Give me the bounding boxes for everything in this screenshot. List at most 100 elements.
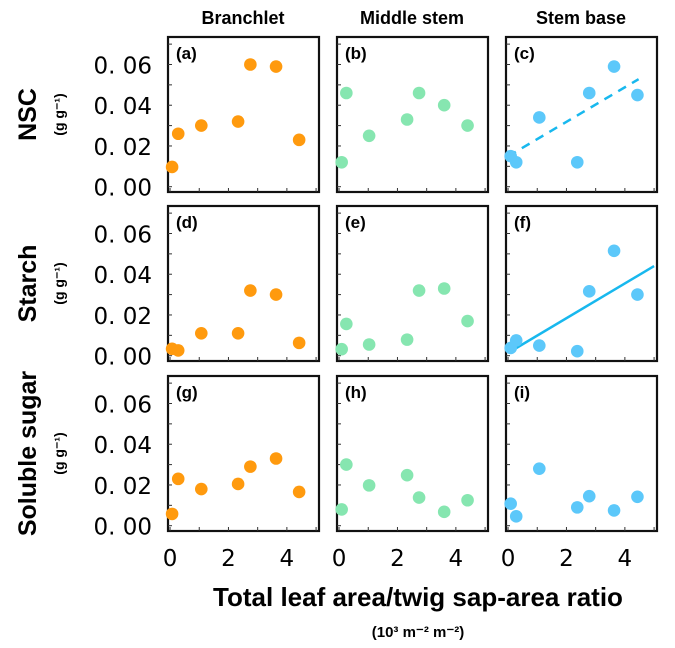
data-point [244,58,257,71]
regression-line [508,265,655,354]
data-point [412,86,426,100]
data-point [631,288,644,301]
row-label: NSC [14,88,42,141]
row-label: Soluble sugar [14,371,42,537]
data-point [231,326,245,340]
data-point [292,336,306,350]
x-tick-label: 4 [618,546,633,572]
y-tick-label: 0. 04 [93,94,152,120]
panel-i: (i) [504,374,659,533]
data-point [292,485,306,499]
data-point [532,339,546,352]
data-point [165,507,179,521]
data-point [362,479,376,492]
y-tick-label: 0. 00 [93,515,152,541]
y-tick-label: 0. 00 [93,176,152,202]
column-title: Branchlet [201,8,284,28]
data-point [437,505,451,519]
panel-frame [166,35,321,194]
y-tick-label: 0. 04 [93,433,152,459]
data-point [582,86,596,100]
data-point [269,60,283,73]
row-label: Starch [14,245,42,323]
data-point [362,338,376,351]
data-point [400,113,414,126]
y-tick-label: 0. 02 [93,474,152,500]
data-point [400,333,414,346]
data-point [340,86,353,100]
data-point [607,244,621,258]
x-tick-label: 0 [163,546,178,572]
data-point [607,60,621,73]
panel-a: (a) [165,35,321,194]
x-tick-label: 0 [332,546,347,572]
y-tick-label: 0. 00 [93,345,152,371]
data-point [461,493,474,507]
panel-frame [166,374,321,533]
data-point [570,501,584,514]
row-unit: (g g⁻¹) [51,432,67,474]
panel-d: (d) [165,204,321,363]
x-tick-label: 4 [449,546,464,572]
panel-label: (d) [176,213,198,232]
data-point [509,334,523,347]
data-point [269,288,283,301]
data-point [194,326,208,340]
panel-label: (i) [514,383,530,402]
data-point [171,344,185,357]
data-point [582,285,596,298]
panel-label: (c) [514,44,535,63]
data-point [631,88,644,102]
data-point [582,489,596,503]
panel-label: (b) [345,44,367,63]
data-point [504,497,517,511]
panel-label: (e) [345,213,366,232]
data-point [400,468,414,482]
x-tick-label: 0 [501,546,516,572]
data-point [461,314,474,328]
panel-frame [335,204,490,363]
data-point [412,491,426,504]
data-point [532,462,546,475]
data-point [607,504,621,517]
panel-frame [504,204,659,363]
y-tick-label: 0. 06 [93,53,152,79]
data-point [269,452,283,465]
data-point [340,317,353,331]
data-point [335,503,348,516]
panel-frame [504,35,659,194]
data-point [292,133,306,147]
panel-label: (a) [176,44,197,63]
panel-f: (f) [504,204,659,363]
data-point [244,460,257,473]
data-point [171,472,185,486]
x-tick-label: 2 [559,546,574,572]
data-point [570,344,584,358]
row-unit: (g g⁻¹) [51,93,67,135]
panel-e: (e) [335,204,490,363]
data-point [231,477,245,491]
panel-b: (b) [335,35,490,194]
panel-h: (h) [335,374,490,533]
panel-label: (h) [345,383,367,402]
x-axis-label: Total leaf area/twig sap-area ratio [213,582,623,612]
data-point [437,282,451,295]
data-point [509,510,523,523]
data-point [335,342,348,356]
panel-frame [335,374,490,533]
data-point [340,458,353,471]
data-point [244,284,257,297]
x-axis-unit: (10³ m⁻² m⁻²) [372,624,465,641]
data-point [437,98,451,112]
y-tick-label: 0. 04 [93,263,152,289]
data-point [194,482,208,496]
row-unit: (g g⁻¹) [51,262,67,304]
y-tick-label: 0. 06 [93,392,152,418]
data-point [362,129,376,143]
data-point [570,155,584,169]
data-point [171,127,185,141]
y-tick-label: 0. 06 [93,222,152,248]
panel-g: (g) [165,374,321,533]
y-tick-label: 0. 02 [93,304,152,330]
